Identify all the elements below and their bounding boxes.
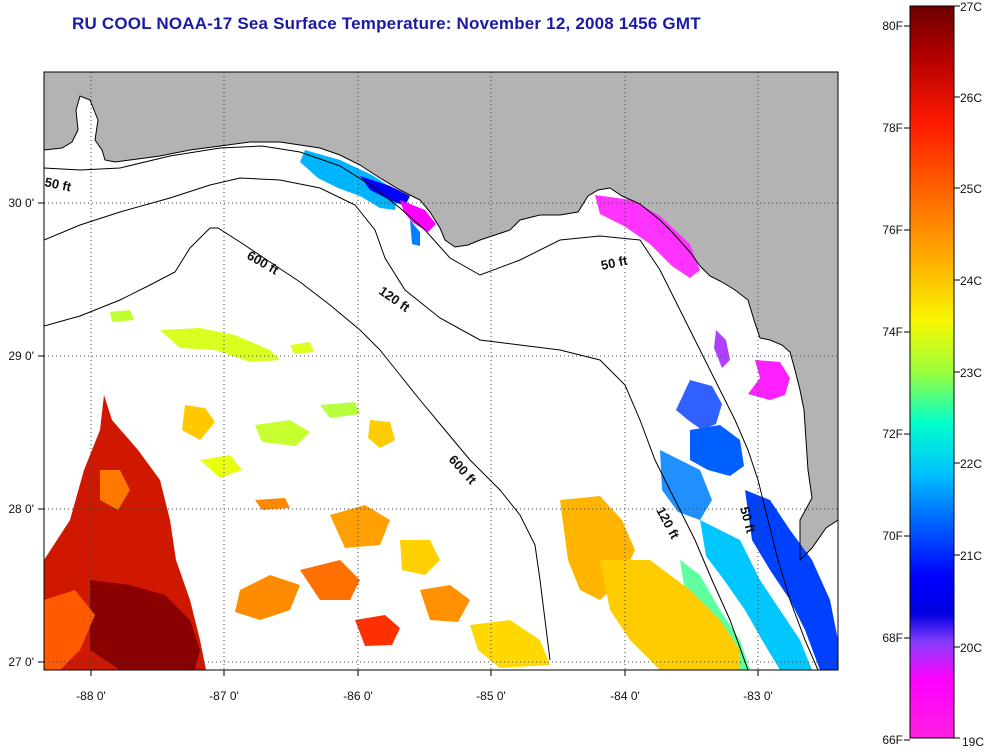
colorbar-f-label: 68F (882, 631, 903, 645)
contour-label-50ft-south: 50 ft (737, 505, 759, 535)
sst-data-cool (300, 150, 838, 670)
colorbar-c-label: 22C (960, 457, 982, 471)
colorbar-gradient (909, 5, 955, 739)
contour-label-50ft-west: 50 ft (43, 174, 73, 194)
colorbar-c-label: 26C (960, 91, 982, 105)
lon-tick-label: -86 0' (343, 689, 373, 703)
temperature-colorbar: 80F 78F 76F 74F 72F 70F 68F 66F 27C 26C … (882, 0, 984, 749)
lon-tick-label: -88 0' (76, 689, 106, 703)
lat-tick-label: 30 0' (8, 196, 34, 210)
axis-ticks (38, 202, 759, 676)
contour-50ft (44, 145, 819, 670)
colorbar-c-label: 19C (962, 735, 984, 749)
colorbar-c-label: 21C (960, 549, 982, 563)
lat-tick-label: 27 0' (8, 655, 34, 669)
contour-600ft (44, 227, 551, 661)
map-title: RU COOL NOAA-17 Sea Surface Temperature:… (72, 14, 701, 33)
lat-tick-label: 29 0' (8, 349, 34, 363)
lon-tick-label: -87 0' (209, 689, 239, 703)
colorbar-c-label: 24C (960, 274, 982, 288)
contour-120ft (44, 177, 749, 670)
map-area: 50 ft 600 ft 120 ft 50 ft 600 ft 120 ft … (43, 72, 838, 670)
lat-lon-grid (44, 72, 838, 670)
colorbar-c-label: 25C (960, 182, 982, 196)
depth-contours (44, 145, 819, 670)
colorbar-f-label: 78F (882, 121, 903, 135)
lon-tick-label: -84 0' (610, 689, 640, 703)
map-frame (43, 71, 839, 671)
colorbar-f-label: 70F (882, 529, 903, 543)
colorbar-f-label: 72F (882, 427, 903, 441)
contour-label-50ft-bigbend: 50 ft (600, 253, 630, 273)
colorbar-f-label: 66F (882, 733, 903, 747)
colorbar-c-label: 20C (960, 641, 982, 655)
sst-data-warm (44, 310, 740, 670)
colorbar-f-label: 74F (882, 325, 903, 339)
colorbar-f-label: 80F (882, 19, 903, 33)
land-mass (44, 72, 838, 560)
lat-tick-label: 28 0' (8, 502, 34, 516)
lon-tick-label: -83 0' (743, 689, 773, 703)
colorbar-c-label: 27C (960, 0, 982, 14)
coastline (44, 95, 838, 562)
colorbar-f-label: 76F (882, 223, 903, 237)
lon-axis-labels: -88 0' -87 0' -86 0' -85 0' -84 0' -83 0… (76, 689, 773, 703)
lon-tick-label: -85 0' (476, 689, 506, 703)
colorbar-c-label: 23C (960, 366, 982, 380)
lat-axis-labels: 30 0' 29 0' 28 0' 27 0' (8, 196, 34, 669)
